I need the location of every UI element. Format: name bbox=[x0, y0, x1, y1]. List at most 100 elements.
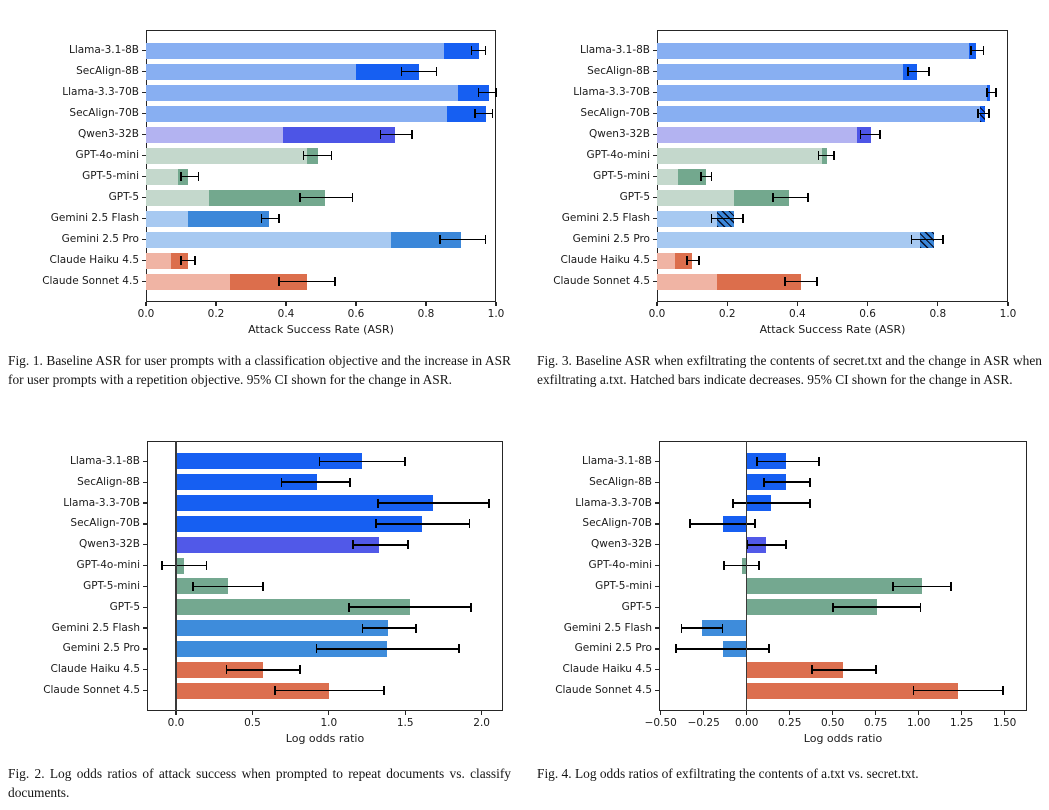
zero-line bbox=[746, 441, 748, 711]
y-tick-gpt-5 bbox=[655, 606, 659, 608]
error-bar-secalign-70b bbox=[475, 112, 493, 115]
y-tick-llama-3-1-8b bbox=[142, 49, 146, 52]
error-bar-qwen3-32b bbox=[353, 543, 409, 546]
x-tick-0.75 bbox=[875, 711, 877, 715]
error-bar-llama-3-1-8b bbox=[319, 460, 406, 463]
error-cap-low-llama-3-1-8b bbox=[970, 46, 972, 55]
y-tick-claude-sonnet-4-5 bbox=[653, 280, 657, 283]
y-tick-gpt-4o-mini bbox=[143, 564, 147, 567]
y-tick-llama-3-3-70b bbox=[142, 91, 146, 94]
y-label-gpt-5: GPT-5 bbox=[619, 191, 650, 203]
error-cap-high-claude-haiku-4-5 bbox=[194, 256, 196, 265]
error-bar-claude-sonnet-4-5 bbox=[913, 689, 1003, 692]
error-cap-high-gpt-5-mini bbox=[262, 581, 264, 591]
error-cap-low-secalign-8b bbox=[280, 477, 283, 487]
x-tick-0.0 bbox=[175, 711, 177, 715]
y-label-claude-sonnet-4-5: Claude Sonnet 4.5 bbox=[42, 275, 139, 287]
x-tick-0.0 bbox=[145, 302, 147, 306]
y-label-qwen3-32b: Qwen3-32B bbox=[590, 538, 652, 551]
error-cap-high-llama-3-1-8b bbox=[404, 456, 407, 466]
error-bar-gpt-4o-mini bbox=[162, 564, 207, 567]
y-label-gemini-2-5-flash: Gemini 2.5 Flash bbox=[50, 212, 139, 224]
error-bar-llama-3-1-8b bbox=[757, 460, 819, 463]
x-tick-1.5 bbox=[404, 711, 406, 715]
error-cap-low-secalign-70b bbox=[474, 109, 476, 118]
y-label-claude-sonnet-4-5: Claude Sonnet 4.5 bbox=[553, 275, 650, 287]
x-tick-0.4 bbox=[796, 302, 798, 306]
bar-llama-3-1-8b-baseline bbox=[146, 42, 444, 59]
plot-area bbox=[659, 441, 1027, 711]
y-tick-qwen3-32b bbox=[142, 133, 146, 136]
x-tick-0.0 bbox=[656, 302, 658, 306]
bar-gemini-2-5-pro-baseline bbox=[657, 231, 921, 248]
error-bar-gemini-2-5-pro bbox=[676, 648, 770, 650]
error-bar-gpt-5-mini bbox=[192, 585, 264, 588]
bar-gpt-5-baseline bbox=[657, 189, 735, 206]
error-bar-llama-3-1-8b bbox=[971, 49, 984, 52]
error-bar-gpt-4o-mini bbox=[818, 154, 835, 157]
y-label-gpt-4o-mini: GPT-4o-mini bbox=[586, 149, 650, 161]
x-tick-1.0 bbox=[1007, 302, 1009, 306]
x-tick-0.25 bbox=[789, 711, 791, 715]
x-axis-label: Attack Success Rate (ASR) bbox=[248, 323, 394, 336]
y-tick-gemini-2-5-flash bbox=[655, 627, 659, 629]
x-tick-label-1.00: 1.00 bbox=[906, 717, 931, 729]
y-label-llama-3-3-70b: Llama-3.3-70B bbox=[575, 496, 652, 509]
bar-llama-3-3-70b bbox=[176, 495, 433, 512]
x-tick-label-0.6: 0.6 bbox=[347, 308, 365, 320]
x-tick-label-0.00: 0.00 bbox=[734, 717, 759, 729]
bar-gemini-2-5-pro bbox=[176, 640, 387, 657]
y-tick-gemini-2-5-flash bbox=[143, 627, 147, 629]
y-label-secalign-70b: SecAlign-70B bbox=[70, 517, 140, 530]
bar-gpt-5 bbox=[746, 599, 878, 616]
error-cap-low-qwen3-32b bbox=[352, 540, 355, 550]
bar-claude-sonnet-4-5 bbox=[176, 682, 329, 699]
x-tick-0.2 bbox=[726, 302, 728, 306]
error-cap-low-gpt-4o-mini bbox=[161, 561, 164, 571]
y-label-secalign-70b: SecAlign-70B bbox=[580, 107, 650, 119]
error-cap-low-qwen3-32b bbox=[379, 130, 382, 139]
y-label-llama-3-1-8b: Llama-3.1-8B bbox=[68, 44, 139, 56]
bar-gemini-2-5-flash-baseline bbox=[657, 210, 717, 227]
x-tick-1.00 bbox=[918, 711, 920, 715]
error-cap-high-gpt-4o-mini bbox=[757, 561, 760, 571]
error-cap-low-claude-haiku-4-5 bbox=[811, 665, 813, 675]
error-cap-low-claude-haiku-4-5 bbox=[685, 256, 688, 265]
x-tick-2.0 bbox=[481, 711, 483, 715]
y-label-secalign-70b: SecAlign-70B bbox=[69, 107, 139, 119]
y-label-claude-haiku-4-5: Claude Haiku 4.5 bbox=[49, 254, 140, 266]
error-cap-high-claude-haiku-4-5 bbox=[874, 665, 877, 675]
y-label-llama-3-3-70b: Llama-3.3-70B bbox=[63, 496, 140, 509]
y-label-secalign-8b: SecAlign-8B bbox=[76, 65, 139, 77]
y-label-gpt-5: GPT-5 bbox=[108, 191, 139, 203]
y-tick-secalign-70b bbox=[655, 523, 659, 525]
bar-llama-3-3-70b-baseline bbox=[657, 84, 987, 101]
error-cap-low-gemini-2-5-pro bbox=[910, 235, 913, 244]
x-tick-label-0.5: 0.5 bbox=[244, 717, 261, 729]
y-label-secalign-8b: SecAlign-8B bbox=[77, 475, 140, 488]
y-label-llama-3-3-70b: Llama-3.3-70B bbox=[573, 86, 650, 98]
bar-secalign-8b-change bbox=[356, 63, 419, 80]
bar-gpt-5-mini-change bbox=[678, 168, 707, 185]
bar-claude-sonnet-4-5-baseline bbox=[657, 273, 717, 290]
error-bar-gpt-5 bbox=[300, 196, 353, 199]
x-tick-label-0.0: 0.0 bbox=[137, 308, 155, 320]
error-cap-low-llama-3-3-70b bbox=[986, 88, 988, 97]
y-tick-gpt-4o-mini bbox=[655, 564, 659, 567]
error-cap-low-secalign-8b bbox=[763, 477, 765, 487]
y-label-secalign-8b: SecAlign-8B bbox=[587, 65, 650, 77]
y-tick-secalign-8b bbox=[655, 481, 659, 483]
x-tick-label-0.4: 0.4 bbox=[789, 308, 806, 320]
error-bar-gemini-2-5-flash bbox=[362, 627, 416, 629]
y-tick-gpt-4o-mini bbox=[653, 154, 657, 157]
error-bar-claude-haiku-4-5 bbox=[686, 259, 700, 262]
error-cap-low-claude-sonnet-4-5 bbox=[912, 686, 915, 696]
error-cap-low-gemini-2-5-pro bbox=[675, 644, 678, 654]
bar-claude-haiku-4-5 bbox=[746, 661, 843, 678]
error-bar-gemini-2-5-flash bbox=[711, 217, 743, 220]
x-tick-−0.50 bbox=[660, 711, 662, 715]
bar-qwen3-32b-baseline bbox=[146, 126, 283, 143]
